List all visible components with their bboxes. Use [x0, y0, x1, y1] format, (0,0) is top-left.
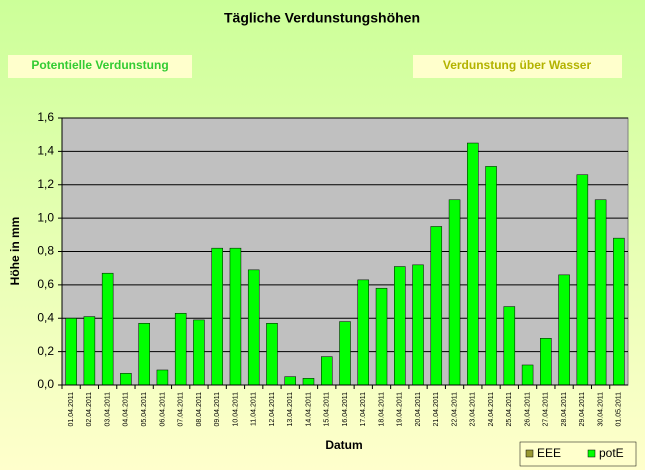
x-tick-label: 23.04.2011 [470, 392, 477, 427]
x-tick-label: 06.04.2011 [159, 392, 166, 427]
x-tick-label: 14.04.2011 [305, 392, 312, 427]
bar [521, 364, 534, 386]
x-tick-label: 21.04.2011 [433, 392, 440, 427]
y-tick-label: 0,6 [37, 277, 54, 291]
button-bg[interactable] [413, 55, 622, 78]
legend [519, 441, 637, 467]
bar [613, 237, 625, 386]
legend-swatch [587, 449, 596, 458]
legend-swatch [525, 449, 534, 458]
y-tick-label: 1,2 [37, 177, 54, 191]
x-tick-label: 27.04.2011 [543, 392, 550, 427]
y-tick-label: 0,2 [37, 344, 54, 358]
bar [485, 166, 497, 386]
bar [174, 312, 187, 386]
x-tick-label: 05.04.2011 [141, 392, 148, 427]
y-axis-label: Höhe in mm [8, 217, 22, 286]
bar [576, 174, 589, 386]
x-tick-label: 19.04.2011 [397, 392, 404, 427]
x-tick-label: 22.04.2011 [451, 392, 458, 427]
button[interactable]: Verdunstung über Wasser [413, 55, 622, 78]
bar [467, 142, 479, 386]
button-label[interactable]: Potentielle Verdunstung [31, 58, 168, 72]
bar [394, 266, 406, 386]
x-tick-label: 29.04.2011 [579, 392, 586, 427]
bar [412, 264, 424, 386]
bar [101, 272, 114, 386]
bar [284, 376, 296, 386]
x-tick-label: 20.04.2011 [415, 392, 422, 427]
chart-title: Tägliche Verdunstungshöhen [224, 10, 420, 26]
x-tick-label: 01.05.2011 [616, 392, 623, 427]
x-tick-label: 02.04.2011 [86, 392, 93, 427]
x-tick-label: 12.04.2011 [269, 392, 276, 427]
x-tick-label: 26.04.2011 [524, 392, 531, 427]
bar [339, 321, 351, 386]
x-tick-label: 13.04.2011 [287, 392, 294, 427]
x-tick-label: 07.04.2011 [178, 392, 185, 427]
bar [120, 373, 132, 386]
bar [503, 306, 516, 386]
x-tick-label: 30.04.2011 [597, 392, 604, 427]
x-tick-label: 15.04.2011 [324, 392, 331, 427]
bar [357, 279, 370, 386]
x-tick-label: 11.04.2011 [251, 392, 258, 426]
y-tick-label: 0,4 [37, 310, 54, 324]
x-tick-label: 10.04.2011 [232, 392, 239, 427]
x-tick-label: 24.04.2011 [488, 392, 495, 427]
bar [193, 319, 205, 386]
bar [320, 356, 333, 386]
legend-label: potE [599, 446, 624, 460]
bar [375, 287, 388, 386]
x-tick-label: 28.04.2011 [561, 392, 568, 427]
y-tick-label: 1,6 [37, 110, 54, 124]
bar [156, 369, 169, 386]
bar [430, 226, 443, 386]
x-tick-label: 17.04.2011 [360, 392, 367, 427]
bar [540, 338, 552, 386]
bar [448, 199, 461, 386]
bar [83, 316, 96, 386]
y-tick-label: 0,0 [37, 377, 54, 391]
x-tick-label: 16.04.2011 [342, 392, 349, 427]
bar [138, 323, 150, 386]
y-tick-label: 1,4 [37, 144, 54, 158]
x-tick-label: 03.04.2011 [104, 392, 111, 427]
y-tick-label: 1,0 [37, 210, 54, 224]
bar [302, 378, 315, 386]
x-tick-label: 04.04.2011 [123, 392, 130, 427]
bar [211, 247, 223, 386]
button-bg[interactable] [8, 55, 192, 78]
x-tick-label: 09.04.2011 [214, 392, 221, 427]
x-tick-label: 18.04.2011 [378, 392, 385, 427]
legend-label: EEE [537, 446, 561, 460]
x-axis-label: Datum [325, 438, 362, 452]
x-tick-label: 25.04.2011 [506, 392, 513, 427]
button-label[interactable]: Verdunstung über Wasser [443, 58, 592, 72]
bar [65, 318, 77, 386]
x-tick-label: 01.04.2011 [68, 392, 75, 427]
bar [266, 323, 278, 386]
y-tick-label: 0,8 [37, 244, 54, 258]
x-tick-label: 08.04.2011 [196, 392, 203, 427]
bar [558, 274, 570, 386]
bar [247, 269, 260, 386]
button[interactable]: Potentielle Verdunstung [8, 55, 192, 78]
bar [229, 247, 242, 386]
bar [594, 199, 607, 386]
